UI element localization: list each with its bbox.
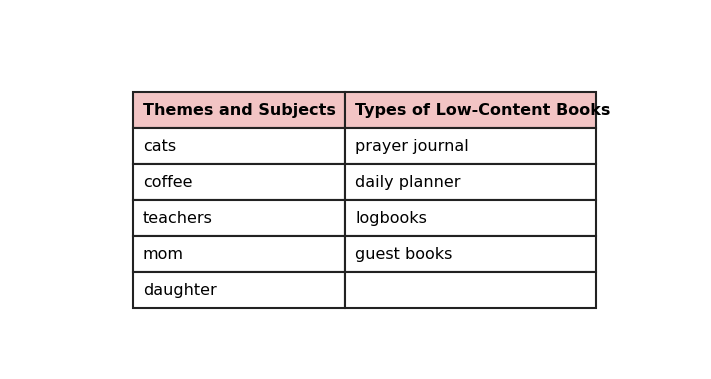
Text: coffee: coffee <box>143 175 193 190</box>
Bar <box>133 128 345 164</box>
Text: Themes and Subjects: Themes and Subjects <box>143 103 336 117</box>
Text: teachers: teachers <box>143 211 213 226</box>
Bar <box>133 92 345 128</box>
Text: cats: cats <box>143 139 176 153</box>
Bar <box>345 128 596 164</box>
Text: daily planner: daily planner <box>355 175 461 190</box>
Text: daughter: daughter <box>143 283 217 298</box>
Text: Types of Low-Content Books: Types of Low-Content Books <box>355 103 611 117</box>
Bar <box>345 236 596 272</box>
Bar <box>345 164 596 200</box>
Bar <box>345 272 596 308</box>
Bar <box>345 200 596 236</box>
Bar <box>345 92 596 128</box>
Text: guest books: guest books <box>355 247 452 262</box>
Text: logbooks: logbooks <box>355 211 427 226</box>
Bar <box>133 272 345 308</box>
Text: prayer journal: prayer journal <box>355 139 469 153</box>
Text: mom: mom <box>143 247 184 262</box>
Bar <box>133 164 345 200</box>
Bar <box>133 236 345 272</box>
Bar <box>133 200 345 236</box>
